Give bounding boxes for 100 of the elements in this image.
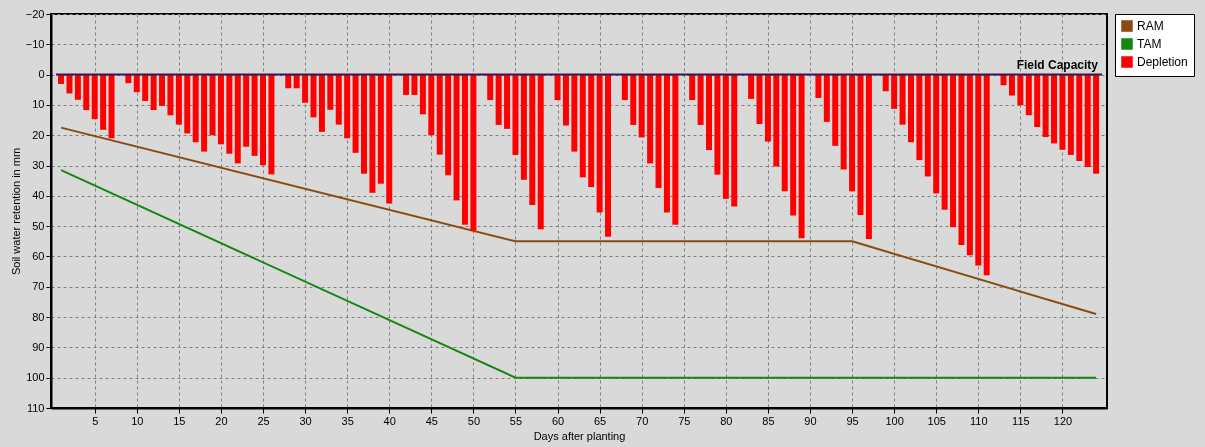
bar: [950, 74, 957, 228]
bar: [1051, 74, 1058, 144]
bar: [706, 74, 713, 151]
bar: [924, 74, 931, 177]
y-tick-label: 90: [32, 340, 45, 353]
bar: [764, 74, 771, 142]
bar: [167, 74, 174, 116]
bar: [899, 74, 906, 125]
bar: [251, 74, 258, 156]
x-tick-label: 25: [257, 414, 270, 427]
bar: [638, 74, 645, 138]
bar: [857, 74, 864, 215]
bar: [91, 74, 98, 120]
y-tick-label: 110: [26, 401, 45, 414]
bar: [201, 74, 208, 152]
bar: [436, 74, 443, 155]
bar: [74, 74, 81, 100]
y-tick-label: 80: [32, 310, 45, 323]
bar: [100, 74, 107, 130]
bar: [714, 74, 721, 175]
y-tick-label: 20: [32, 128, 45, 141]
bar: [571, 74, 578, 152]
bar: [1084, 74, 1091, 168]
x-tick-label: 55: [509, 414, 523, 427]
bar: [133, 74, 140, 93]
bar: [529, 74, 536, 205]
legend-label: RAM: [1137, 19, 1164, 33]
x-tick-label: 35: [341, 414, 354, 427]
bar: [731, 74, 738, 207]
x-tick-label: 30: [299, 414, 312, 427]
bar: [916, 74, 923, 161]
bar: [260, 74, 267, 166]
bar: [655, 74, 662, 188]
bar: [318, 74, 325, 132]
bar: [605, 74, 612, 237]
x-axis-title: Days after planting: [533, 429, 626, 442]
bar: [958, 74, 965, 245]
bar: [815, 74, 822, 98]
y-axis-title: Soil water retention in mm: [9, 147, 22, 276]
bar: [621, 74, 628, 101]
x-tick-label: 50: [467, 414, 481, 427]
bar: [1025, 74, 1032, 116]
y-tick-label: 100: [26, 371, 45, 384]
bar: [933, 74, 940, 194]
x-tick-label: 10: [131, 414, 144, 427]
x-tick-label: 45: [425, 414, 438, 427]
bar: [832, 74, 839, 146]
bar: [907, 74, 914, 143]
bar: [630, 74, 637, 125]
bar: [941, 74, 948, 210]
bar: [209, 74, 216, 136]
bar: [1008, 74, 1015, 96]
bar: [672, 74, 679, 225]
legend-label: Depletion: [1137, 55, 1188, 69]
legend-label: TAM: [1137, 37, 1162, 51]
bar: [445, 74, 452, 176]
bar: [537, 74, 544, 230]
bar: [588, 74, 595, 188]
y-tick-label: 50: [32, 219, 45, 232]
bar: [487, 74, 494, 101]
y-tick-label: 30: [32, 159, 45, 172]
bar: [335, 74, 342, 125]
bar: [327, 74, 334, 110]
bar: [882, 74, 889, 92]
x-tick-label: 65: [593, 414, 607, 427]
y-tick-label: 60: [32, 249, 45, 262]
bar: [520, 74, 527, 180]
x-tick-label: 105: [927, 414, 946, 427]
x-tick-label: 20: [215, 414, 228, 427]
bar: [192, 74, 199, 143]
bar: [504, 74, 511, 129]
bar: [159, 74, 166, 106]
bar: [663, 74, 670, 213]
x-tick-label: 90: [804, 414, 817, 427]
bar: [226, 74, 233, 154]
y-tick-label: 40: [32, 189, 45, 202]
bar: [428, 74, 435, 136]
bar: [840, 74, 847, 170]
y-tick-label: −20: [25, 7, 45, 20]
y-tick-label: 0: [38, 68, 45, 81]
bar: [453, 74, 460, 201]
bar: [1034, 74, 1041, 128]
bar: [310, 74, 317, 118]
y-tick-label: 70: [32, 280, 45, 293]
x-tick-label: 100: [885, 414, 904, 427]
y-tick-label: 10: [32, 98, 45, 111]
bar: [377, 74, 384, 184]
bar: [150, 74, 157, 111]
bar: [1093, 74, 1100, 174]
bar: [217, 74, 224, 145]
bar: [798, 74, 805, 239]
x-tick-label: 80: [720, 414, 733, 427]
bar: [403, 74, 410, 95]
ref-line-label: Field Capacity: [1016, 57, 1099, 72]
bar: [983, 74, 990, 276]
y-tick-label: −10: [25, 37, 45, 50]
bar: [369, 74, 376, 193]
bar: [865, 74, 872, 239]
bar: [596, 74, 603, 213]
bar: [66, 74, 73, 94]
